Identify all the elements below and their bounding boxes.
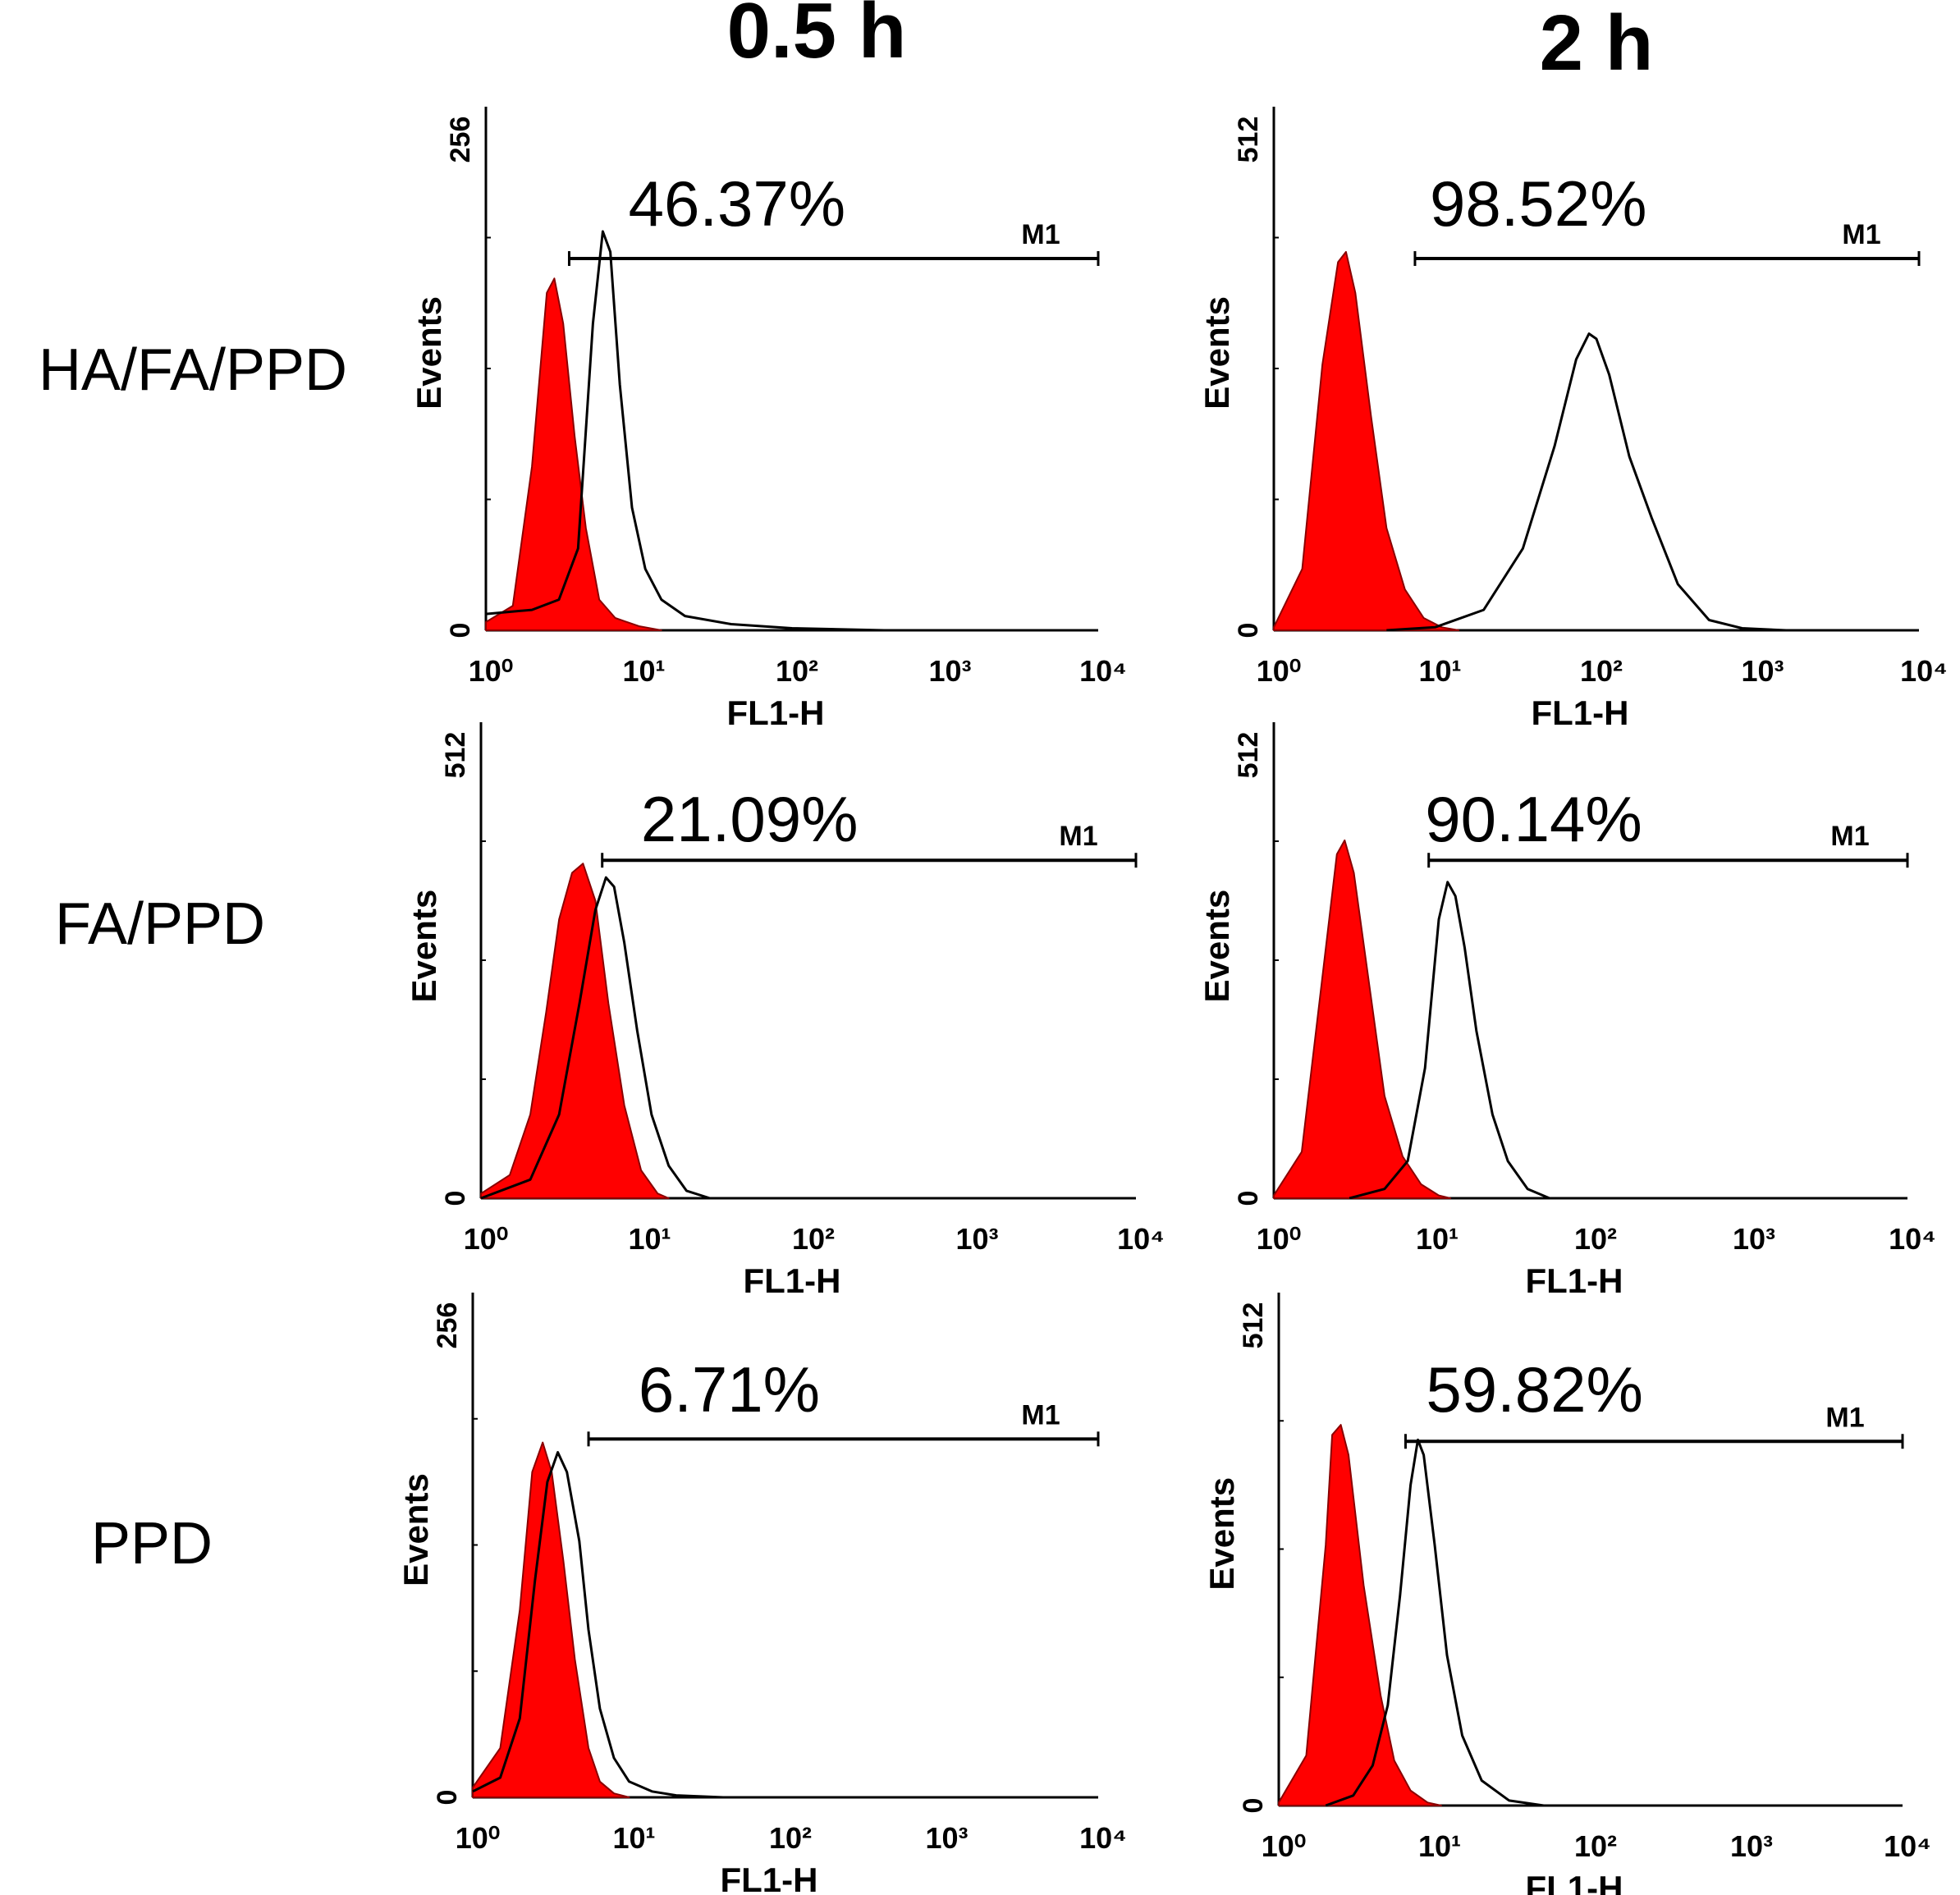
y-axis-label: Events bbox=[396, 1473, 435, 1586]
column-title-0-5h: 0.5 h bbox=[727, 0, 907, 75]
x-tick-label: 10¹ bbox=[612, 1821, 655, 1855]
x-tick-label: 10⁴ bbox=[1079, 1821, 1127, 1855]
x-tick-label: 10⁰ bbox=[464, 1222, 508, 1256]
marker-m1-label: M1 bbox=[1021, 219, 1060, 250]
x-axis-label: FL1-H bbox=[744, 1261, 841, 1300]
percent-label: 6.71% bbox=[639, 1353, 820, 1426]
x-axis-label: FL1-H bbox=[721, 1861, 818, 1895]
x-tick-label: 10¹ bbox=[622, 654, 665, 688]
y-tick-label: 0 bbox=[1233, 1191, 1264, 1206]
histogram-panel: M1 46.37% 10⁰ 10¹ 10² 10³ 10⁴ FL1-H 0 256 Events bbox=[410, 107, 1127, 732]
x-tick-label: 10⁰ bbox=[1257, 654, 1301, 688]
x-tick-label: 10² bbox=[1574, 1829, 1617, 1863]
percent-label: 90.14% bbox=[1425, 783, 1642, 855]
marker-m1-label: M1 bbox=[1842, 219, 1880, 250]
y-axis-label: Events bbox=[1198, 890, 1236, 1003]
x-tick-label: 10⁴ bbox=[1889, 1222, 1936, 1256]
y-tick-label: 512 bbox=[1233, 732, 1264, 779]
x-tick-label: 10⁴ bbox=[1884, 1829, 1931, 1863]
control-histogram-area bbox=[1278, 1424, 1442, 1806]
x-tick-label: 10¹ bbox=[628, 1222, 671, 1256]
marker-m1-label: M1 bbox=[1021, 1399, 1060, 1430]
x-tick-label: 10⁴ bbox=[1079, 654, 1127, 688]
x-axis-label: FL1-H bbox=[1526, 1261, 1623, 1300]
histogram-panel: M1 90.14% 10⁰ 10¹ 10² 10³ 10⁴ FL1-H 0 512 Events bbox=[1198, 722, 1936, 1300]
percent-label: 59.82% bbox=[1426, 1353, 1643, 1426]
y-tick-label: 512 bbox=[440, 732, 471, 779]
x-tick-label: 10³ bbox=[925, 1821, 968, 1855]
x-tick-label: 10¹ bbox=[1416, 1222, 1459, 1256]
y-tick-label: 256 bbox=[432, 1302, 463, 1349]
x-tick-label: 10³ bbox=[1741, 654, 1784, 688]
x-tick-label: 10² bbox=[776, 654, 818, 688]
sample-histogram-line bbox=[1386, 332, 1787, 632]
control-histogram-area bbox=[1273, 839, 1451, 1199]
x-tick-label: 10² bbox=[1580, 654, 1623, 688]
percent-label: 98.52% bbox=[1430, 167, 1647, 240]
x-tick-label: 10¹ bbox=[1418, 1829, 1461, 1863]
control-histogram-area bbox=[472, 1441, 630, 1798]
x-tick-label: 10³ bbox=[1730, 1829, 1773, 1863]
y-tick-label: 512 bbox=[1233, 117, 1264, 163]
sample-histogram-line bbox=[485, 230, 946, 632]
row-label-ha-fa-ppd: HA/FA/PPD bbox=[39, 337, 347, 403]
y-tick-label: 512 bbox=[1238, 1302, 1269, 1349]
histogram-panel: M1 59.82% 10⁰ 10¹ 10² 10³ 10⁴ FL1-H 0 512 Events bbox=[1202, 1293, 1931, 1895]
row-label-fa-ppd: FA/PPD bbox=[55, 891, 265, 957]
x-tick-label: 10⁰ bbox=[469, 654, 513, 688]
x-axis-label: FL1-H bbox=[1526, 1869, 1623, 1895]
y-axis-label: Events bbox=[1202, 1477, 1241, 1591]
x-tick-label: 10⁴ bbox=[1117, 1222, 1165, 1256]
y-axis-label: Events bbox=[405, 890, 443, 1003]
histogram-panel: M1 21.09% 10⁰ 10¹ 10² 10³ 10⁴ FL1-H 0 512 Events bbox=[405, 722, 1165, 1300]
percent-label: 21.09% bbox=[641, 783, 859, 855]
y-tick-label: 0 bbox=[1233, 623, 1264, 639]
x-axis-label: FL1-H bbox=[1532, 693, 1629, 732]
marker-m1-label: M1 bbox=[1059, 821, 1097, 852]
sample-histogram-line bbox=[472, 1451, 724, 1799]
sample-histogram-line bbox=[1325, 1438, 1545, 1807]
y-tick-label: 256 bbox=[445, 117, 476, 163]
percent-label: 46.37% bbox=[629, 167, 846, 240]
x-tick-label: 10¹ bbox=[1418, 654, 1461, 688]
x-tick-label: 10² bbox=[769, 1821, 812, 1855]
y-axis-label: Events bbox=[410, 296, 448, 410]
y-axis-label: Events bbox=[1198, 296, 1236, 410]
x-tick-label: 10² bbox=[1574, 1222, 1617, 1256]
sample-histogram-line bbox=[480, 876, 711, 1200]
control-histogram-area bbox=[485, 277, 662, 631]
sample-histogram-line bbox=[1349, 881, 1550, 1200]
marker-m1-label: M1 bbox=[1825, 1402, 1864, 1433]
y-tick-label: 0 bbox=[1238, 1798, 1269, 1814]
x-tick-label: 10⁰ bbox=[1262, 1829, 1306, 1863]
x-tick-label: 10² bbox=[792, 1222, 835, 1256]
x-tick-label: 10⁴ bbox=[1900, 654, 1948, 688]
histogram-panel: M1 98.52% 10⁰ 10¹ 10² 10³ 10⁴ FL1-H 0 512 Events bbox=[1198, 107, 1948, 732]
x-tick-label: 10³ bbox=[928, 654, 971, 688]
column-title-2h: 2 h bbox=[1540, 0, 1654, 87]
y-tick-label: 0 bbox=[440, 1191, 471, 1206]
control-histogram-area bbox=[1273, 250, 1460, 631]
marker-m1-label: M1 bbox=[1830, 821, 1869, 852]
x-tick-label: 10⁰ bbox=[1257, 1222, 1301, 1256]
x-tick-label: 10³ bbox=[1733, 1222, 1775, 1256]
y-tick-label: 0 bbox=[432, 1790, 463, 1806]
x-tick-label: 10³ bbox=[955, 1222, 998, 1256]
y-tick-label: 0 bbox=[445, 623, 476, 639]
x-axis-label: FL1-H bbox=[727, 693, 825, 732]
x-tick-label: 10⁰ bbox=[456, 1821, 500, 1855]
row-label-ppd: PPD bbox=[91, 1511, 213, 1577]
histogram-panel: M1 6.71% 10⁰ 10¹ 10² 10³ 10⁴ FL1-H 0 256 Events bbox=[396, 1293, 1127, 1895]
